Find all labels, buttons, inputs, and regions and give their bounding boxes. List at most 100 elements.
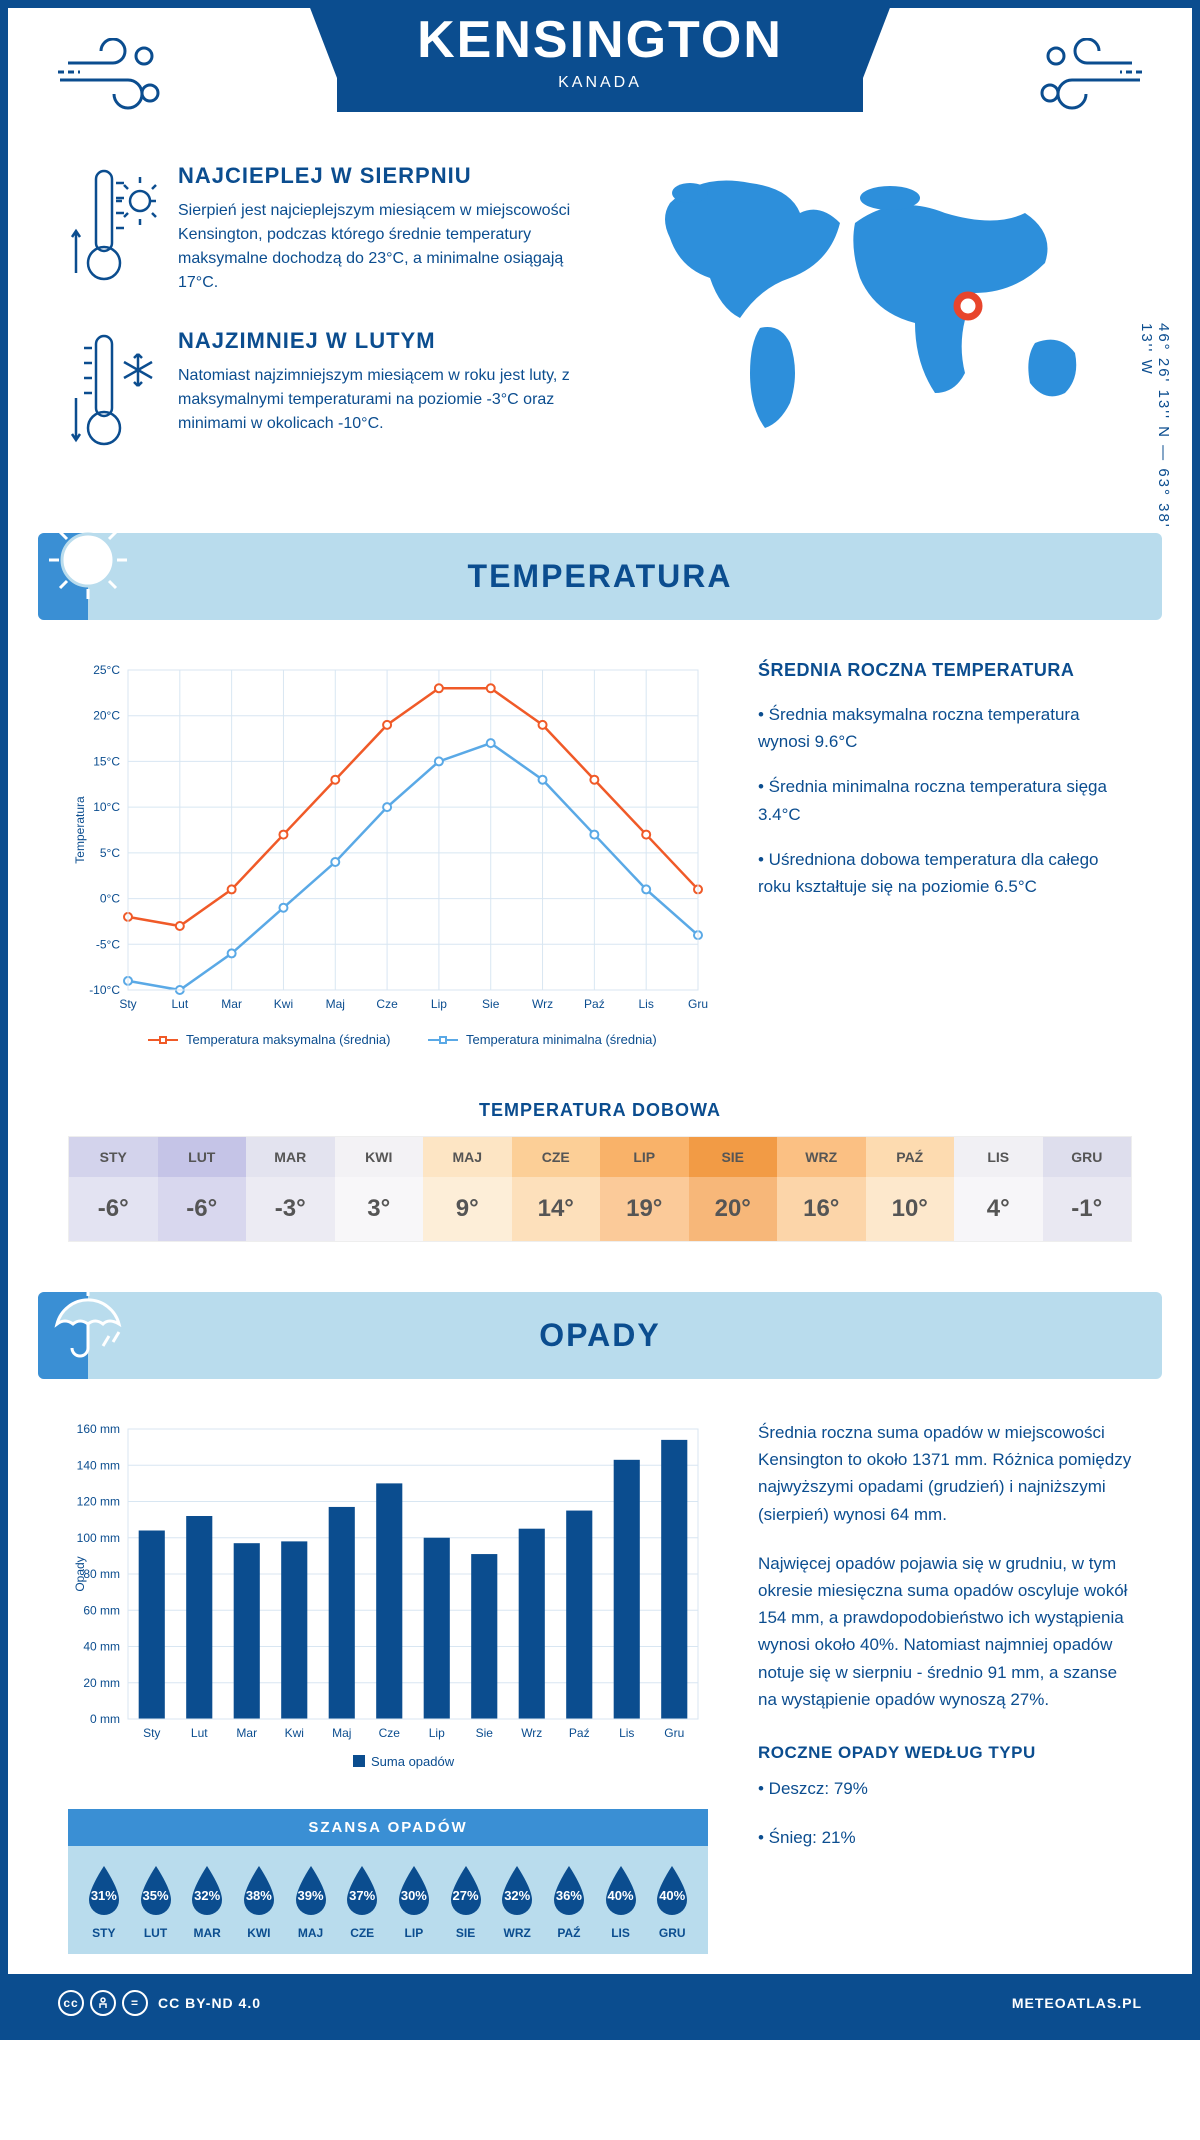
cc-icon: cc bbox=[58, 1990, 84, 2016]
precipitation-row: 0 mm20 mm40 mm60 mm80 mm100 mm120 mm140 … bbox=[8, 1379, 1192, 1974]
precip-para-2: Najwięcej opadów pojawia się w grudniu, … bbox=[758, 1550, 1132, 1713]
svg-text:Wrz: Wrz bbox=[532, 997, 553, 1011]
summary-point: • Średnia minimalna roczna temperatura s… bbox=[758, 773, 1132, 827]
daily-temp-value: 14° bbox=[512, 1177, 601, 1241]
chance-title: SZANSA OPADÓW bbox=[68, 1809, 708, 1846]
chance-cell: 27% SIE bbox=[440, 1864, 492, 1940]
cc-icons: cc = bbox=[58, 1990, 148, 2016]
svg-text:Lut: Lut bbox=[191, 1726, 208, 1740]
chance-value: 27% bbox=[445, 1888, 487, 1903]
chance-value: 31% bbox=[83, 1888, 125, 1903]
daily-month-label: MAJ bbox=[423, 1137, 512, 1177]
svg-text:Sty: Sty bbox=[119, 997, 136, 1011]
info-row: NAJCIEPLEJ W SIERPNIU Sierpień jest najc… bbox=[8, 143, 1192, 533]
svg-text:40 mm: 40 mm bbox=[83, 1640, 120, 1654]
warmest-text: NAJCIEPLEJ W SIERPNIU Sierpień jest najc… bbox=[178, 163, 598, 298]
daily-temp-cell: STY -6° bbox=[69, 1137, 158, 1241]
sun-icon bbox=[43, 515, 133, 613]
svg-text:Opady: Opady bbox=[73, 1556, 87, 1591]
chance-block: SZANSA OPADÓW 31% STY 35% LUT 32% MAR 38… bbox=[68, 1809, 708, 1954]
chance-month-label: WRZ bbox=[491, 1926, 543, 1940]
title-banner: KENSINGTON KANADA bbox=[337, 0, 863, 112]
daily-month-label: WRZ bbox=[777, 1137, 866, 1177]
daily-month-label: KWI bbox=[335, 1137, 424, 1177]
chance-month-label: PAŹ bbox=[543, 1926, 595, 1940]
daily-temp-value: 4° bbox=[954, 1177, 1043, 1241]
chance-cell: 36% PAŹ bbox=[543, 1864, 595, 1940]
precipitation-bar-chart: 0 mm20 mm40 mm60 mm80 mm100 mm120 mm140 … bbox=[68, 1419, 708, 1779]
temperature-row: -10°C-5°C0°C5°C10°C15°C20°C25°CStyLutMar… bbox=[8, 620, 1192, 1080]
chance-cell: 39% MAJ bbox=[285, 1864, 337, 1940]
coordinates-label: 46° 26' 13'' N — 63° 38' 13'' W bbox=[1138, 323, 1172, 533]
title-block: KENSINGTON KANADA bbox=[198, 38, 1002, 112]
svg-text:Temperatura maksymalna (średni: Temperatura maksymalna (średnia) bbox=[186, 1032, 390, 1047]
svg-text:20 mm: 20 mm bbox=[83, 1676, 120, 1690]
license-text: CC BY-ND 4.0 bbox=[158, 1995, 261, 2011]
daily-temp-cell: LUT -6° bbox=[158, 1137, 247, 1241]
svg-text:140 mm: 140 mm bbox=[77, 1458, 120, 1472]
coldest-block: NAJZIMNIEJ W LUTYM Natomiast najzimniejs… bbox=[68, 328, 600, 463]
daily-month-label: LIS bbox=[954, 1137, 1043, 1177]
chance-month-label: CZE bbox=[336, 1926, 388, 1940]
svg-text:10°C: 10°C bbox=[93, 800, 120, 814]
footer: cc = CC BY-ND 4.0 METEOATLAS.PL bbox=[8, 1974, 1192, 2032]
world-map-icon bbox=[630, 163, 1110, 443]
svg-text:Lis: Lis bbox=[619, 1726, 634, 1740]
coldest-title: NAJZIMNIEJ W LUTYM bbox=[178, 328, 598, 354]
daily-temp-cell: MAJ 9° bbox=[423, 1137, 512, 1241]
precip-type-title: ROCZNE OPADY WEDŁUG TYPU bbox=[758, 1743, 1132, 1763]
svg-text:Maj: Maj bbox=[326, 997, 345, 1011]
warmest-block: NAJCIEPLEJ W SIERPNIU Sierpień jest najc… bbox=[68, 163, 600, 298]
daily-temp-cell: WRZ 16° bbox=[777, 1137, 866, 1241]
daily-temp-value: 16° bbox=[777, 1177, 866, 1241]
chance-value: 40% bbox=[651, 1888, 693, 1903]
daily-temp-value: -6° bbox=[158, 1177, 247, 1241]
daily-temp-value: -3° bbox=[246, 1177, 335, 1241]
raindrop-icon: 39% bbox=[290, 1864, 332, 1918]
svg-text:Wrz: Wrz bbox=[521, 1726, 542, 1740]
daily-temp-table: STY -6°LUT -6°MAR -3°KWI 3°MAJ 9°CZE 14°… bbox=[68, 1136, 1132, 1242]
chance-month-label: LIS bbox=[595, 1926, 647, 1940]
svg-text:Temperatura minimalna (średnia: Temperatura minimalna (średnia) bbox=[466, 1032, 657, 1047]
svg-text:Suma opadów: Suma opadów bbox=[371, 1754, 455, 1769]
svg-text:Mar: Mar bbox=[221, 997, 242, 1011]
svg-text:Paź: Paź bbox=[569, 1726, 590, 1740]
svg-text:Lis: Lis bbox=[639, 997, 654, 1011]
precipitation-chart-wrap: 0 mm20 mm40 mm60 mm80 mm100 mm120 mm140 … bbox=[68, 1419, 708, 1954]
chance-value: 32% bbox=[186, 1888, 228, 1903]
daily-temp-cell: KWI 3° bbox=[335, 1137, 424, 1241]
chance-month-label: LIP bbox=[388, 1926, 440, 1940]
daily-temp-value: 3° bbox=[335, 1177, 424, 1241]
daily-temp-cell: LIS 4° bbox=[954, 1137, 1043, 1241]
country-name: KANADA bbox=[417, 74, 783, 92]
chance-cell: 35% LUT bbox=[130, 1864, 182, 1940]
daily-month-label: MAR bbox=[246, 1137, 335, 1177]
chance-cell: 37% CZE bbox=[336, 1864, 388, 1940]
svg-text:100 mm: 100 mm bbox=[77, 1531, 120, 1545]
svg-text:80 mm: 80 mm bbox=[83, 1567, 120, 1581]
chance-month-label: MAJ bbox=[285, 1926, 337, 1940]
svg-text:15°C: 15°C bbox=[93, 754, 120, 768]
svg-text:Gru: Gru bbox=[664, 1726, 684, 1740]
svg-text:160 mm: 160 mm bbox=[77, 1422, 120, 1436]
raindrop-icon: 37% bbox=[341, 1864, 383, 1918]
chance-cell: 32% MAR bbox=[181, 1864, 233, 1940]
chance-value: 35% bbox=[135, 1888, 177, 1903]
daily-temp-value: 10° bbox=[866, 1177, 955, 1241]
nd-icon: = bbox=[122, 1990, 148, 2016]
temperature-line-chart: -10°C-5°C0°C5°C10°C15°C20°C25°CStyLutMar… bbox=[68, 660, 708, 1060]
daily-temp-value: -6° bbox=[69, 1177, 158, 1241]
raindrop-icon: 40% bbox=[651, 1864, 693, 1918]
header-row: KENSINGTON KANADA bbox=[8, 8, 1192, 143]
footer-site: METEOATLAS.PL bbox=[1012, 1995, 1142, 2011]
summary-point: • Uśredniona dobowa temperatura dla całe… bbox=[758, 846, 1132, 900]
summary-point: • Średnia maksymalna roczna temperatura … bbox=[758, 701, 1132, 755]
warmest-title: NAJCIEPLEJ W SIERPNIU bbox=[178, 163, 598, 189]
daily-temp-value: 19° bbox=[600, 1177, 689, 1241]
daily-temp-cell: LIP 19° bbox=[600, 1137, 689, 1241]
svg-text:Gru: Gru bbox=[688, 997, 708, 1011]
precip-para-1: Średnia roczna suma opadów w miejscowośc… bbox=[758, 1419, 1132, 1528]
svg-text:60 mm: 60 mm bbox=[83, 1603, 120, 1617]
svg-text:Cze: Cze bbox=[379, 1726, 401, 1740]
coldest-body: Natomiast najzimniejszym miesiącem w rok… bbox=[178, 364, 598, 436]
